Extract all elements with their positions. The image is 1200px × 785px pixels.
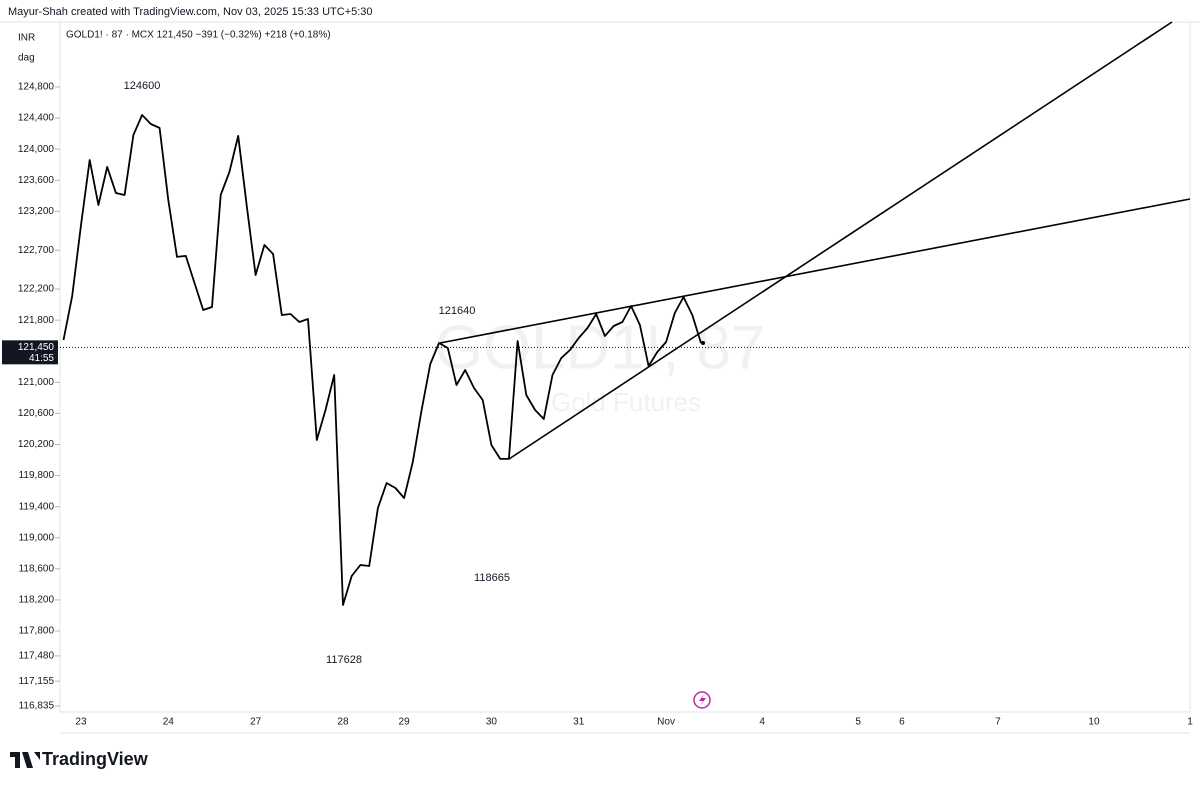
- y-tick-label: 118,600: [19, 563, 55, 574]
- x-tick-label: 30: [486, 717, 498, 728]
- last-price-box: [2, 340, 58, 365]
- y-tick-label: 121,000: [18, 377, 55, 388]
- last-point: [701, 340, 706, 345]
- y-tick-label: 122,200: [18, 284, 55, 295]
- y-tick-label: 117,480: [19, 651, 55, 662]
- annotation: 124600: [124, 80, 161, 92]
- annotation: 118665: [474, 572, 510, 584]
- footer-logo: TradingView: [10, 749, 149, 769]
- y-tick-label: 124,400: [18, 113, 55, 124]
- legend: GOLD1! · 87 · MCX 121,450 −391 (−0.32%) …: [66, 30, 331, 41]
- price-line: [62, 114, 702, 606]
- x-tick-label: 27: [250, 717, 262, 728]
- trend-line: [439, 198, 1191, 344]
- footer: TradingView: [42, 749, 149, 769]
- y-tick-label: 117,800: [19, 626, 55, 637]
- y-tick-label: 119,400: [19, 501, 55, 512]
- event-icon-bolt: [699, 694, 706, 706]
- unit: dag: [18, 53, 35, 64]
- x-tick-label: 7: [995, 717, 1001, 728]
- x-tick-label: 28: [337, 717, 349, 728]
- annotation: 121640: [439, 305, 476, 317]
- watermark-subtitle: Gold Futures: [551, 387, 701, 417]
- y-tick-label: 122,700: [18, 245, 55, 256]
- y-tick-label: 120,600: [18, 408, 55, 419]
- x-tick-label: 23: [75, 717, 87, 728]
- trend-line: [508, 21, 1173, 460]
- y-tick-label: 120,200: [18, 439, 55, 450]
- y-tick-label: 119,000: [19, 532, 55, 543]
- x-tick-label: 31: [573, 717, 585, 728]
- x-tick-label: 10: [1088, 717, 1100, 728]
- last-price-label: 121,450: [18, 342, 55, 353]
- x-tick-label: 29: [399, 717, 411, 728]
- x-tick-label: 4: [759, 717, 765, 728]
- y-tick-label: 117,155: [19, 676, 55, 687]
- y-tick-label: 123,200: [18, 206, 55, 217]
- y-tick-label: 123,600: [18, 175, 55, 186]
- y-tick-label: 121,800: [18, 315, 55, 326]
- y-tick-label: 119,800: [19, 470, 55, 481]
- x-tick-label: 1: [1187, 717, 1193, 728]
- x-tick-label: 5: [855, 717, 861, 728]
- annotation: 117628: [326, 654, 362, 666]
- event-icon[interactable]: [693, 691, 711, 709]
- y-tick-label: 124,800: [18, 82, 55, 93]
- currency: INR: [18, 33, 35, 44]
- y-tick-label: 124,000: [18, 144, 55, 155]
- x-tick-label: Nov: [657, 717, 675, 728]
- countdown: 41:55: [29, 353, 54, 364]
- y-tick-label: 118,200: [19, 595, 55, 606]
- x-tick-label: 24: [163, 717, 175, 728]
- x-tick-label: 6: [899, 717, 905, 728]
- y-tick-label: 116,835: [19, 701, 55, 712]
- header: Mayur-Shah created with TradingView.com,…: [8, 6, 373, 18]
